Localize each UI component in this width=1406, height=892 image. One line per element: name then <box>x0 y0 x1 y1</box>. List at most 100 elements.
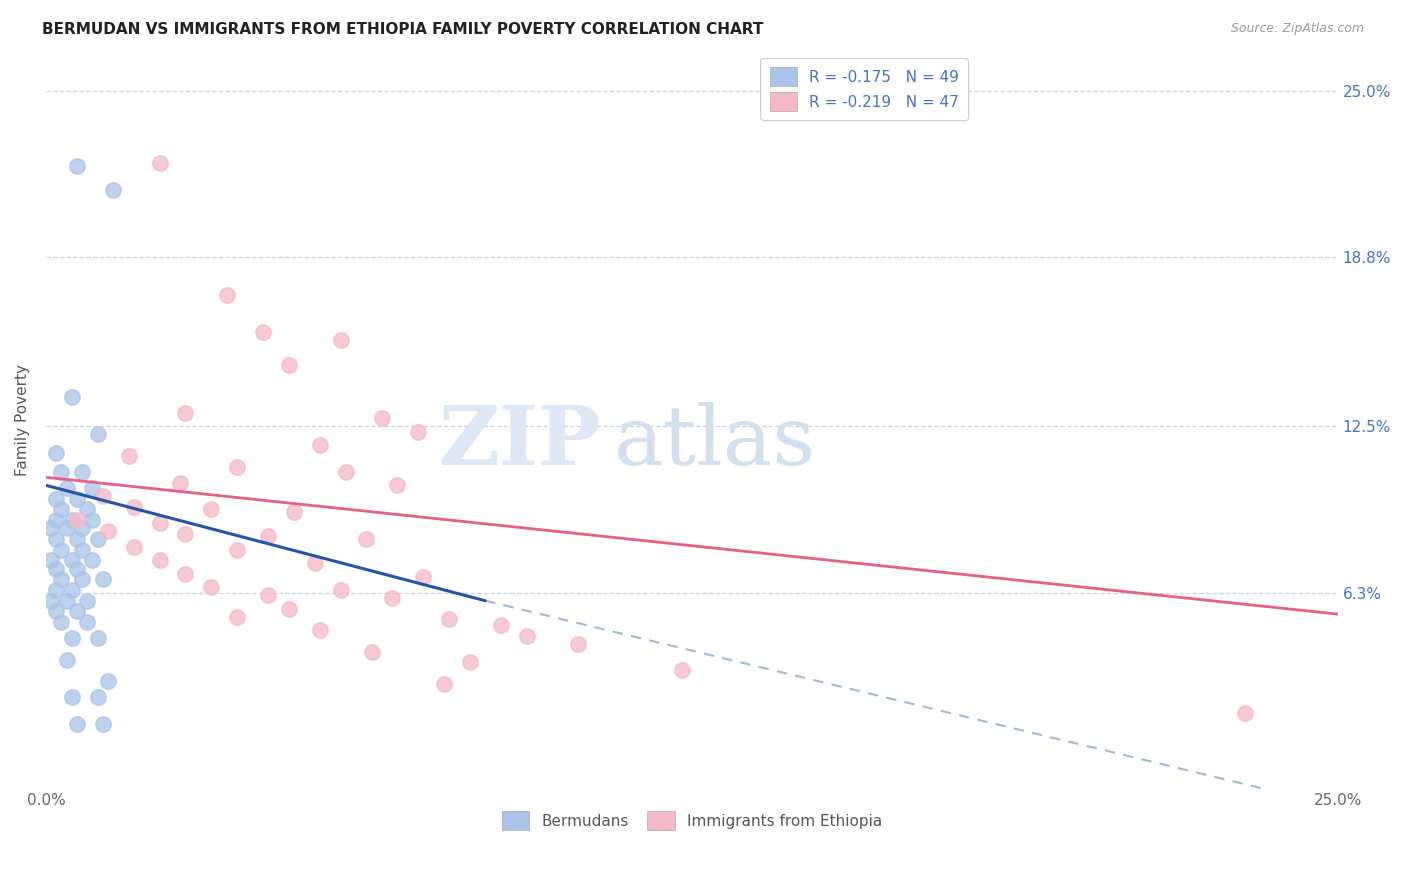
Point <box>66 532 89 546</box>
Text: ZIP: ZIP <box>439 401 602 482</box>
Point <box>45 446 67 460</box>
Point <box>45 604 67 618</box>
Point <box>55 593 77 607</box>
Point <box>117 449 139 463</box>
Point <box>86 427 108 442</box>
Point <box>671 664 693 678</box>
Point <box>76 593 98 607</box>
Point <box>66 159 89 173</box>
Point <box>406 425 429 439</box>
Point <box>335 465 357 479</box>
Point <box>51 465 73 479</box>
Point <box>149 156 172 170</box>
Point <box>371 411 394 425</box>
Point <box>45 513 67 527</box>
Point <box>149 553 172 567</box>
Point <box>60 553 83 567</box>
Point <box>308 624 330 638</box>
Point <box>122 500 145 514</box>
Point <box>277 601 299 615</box>
Point <box>76 502 98 516</box>
Point <box>215 288 238 302</box>
Point <box>308 438 330 452</box>
Point <box>174 526 197 541</box>
Text: atlas: atlas <box>614 401 817 482</box>
Point <box>1233 706 1256 721</box>
Point <box>86 632 108 646</box>
Point <box>200 580 222 594</box>
Point <box>66 513 89 527</box>
Point <box>66 717 89 731</box>
Point <box>70 572 93 586</box>
Point <box>39 593 62 607</box>
Point <box>174 566 197 581</box>
Point <box>387 478 409 492</box>
Point <box>70 465 93 479</box>
Point <box>76 615 98 630</box>
Point <box>515 629 537 643</box>
Point <box>82 553 104 567</box>
Point <box>55 653 77 667</box>
Point <box>55 481 77 495</box>
Point <box>45 491 67 506</box>
Text: Source: ZipAtlas.com: Source: ZipAtlas.com <box>1230 22 1364 36</box>
Legend: Bermudans, Immigrants from Ethiopia: Bermudans, Immigrants from Ethiopia <box>495 805 889 836</box>
Point <box>412 569 434 583</box>
Point <box>226 542 249 557</box>
Point <box>60 690 83 705</box>
Point <box>489 618 512 632</box>
Point <box>86 532 108 546</box>
Point <box>55 521 77 535</box>
Point <box>60 513 83 527</box>
Point <box>329 582 352 597</box>
Point <box>437 612 460 626</box>
Point <box>381 591 404 605</box>
Point <box>252 326 274 340</box>
Point <box>82 513 104 527</box>
Point <box>51 502 73 516</box>
Point <box>329 334 352 348</box>
Text: BERMUDAN VS IMMIGRANTS FROM ETHIOPIA FAMILY POVERTY CORRELATION CHART: BERMUDAN VS IMMIGRANTS FROM ETHIOPIA FAM… <box>42 22 763 37</box>
Point <box>51 615 73 630</box>
Point <box>51 572 73 586</box>
Point <box>277 358 299 372</box>
Point <box>149 516 172 530</box>
Point <box>257 529 280 543</box>
Point <box>91 489 114 503</box>
Point <box>70 521 93 535</box>
Point <box>39 521 62 535</box>
Point <box>66 604 89 618</box>
Point <box>200 502 222 516</box>
Point <box>458 656 481 670</box>
Point <box>257 588 280 602</box>
Point <box>82 481 104 495</box>
Point <box>39 553 62 567</box>
Point <box>45 582 67 597</box>
Point <box>60 632 83 646</box>
Point <box>101 183 124 197</box>
Point <box>70 542 93 557</box>
Point <box>66 561 89 575</box>
Point <box>283 505 305 519</box>
Point <box>304 556 326 570</box>
Point <box>45 532 67 546</box>
Point <box>66 491 89 506</box>
Point <box>226 609 249 624</box>
Point <box>97 674 120 689</box>
Point <box>51 542 73 557</box>
Point <box>60 582 83 597</box>
Point <box>86 690 108 705</box>
Point <box>360 645 382 659</box>
Point <box>97 524 120 538</box>
Point <box>122 540 145 554</box>
Point <box>91 572 114 586</box>
Y-axis label: Family Poverty: Family Poverty <box>15 364 30 475</box>
Point <box>174 406 197 420</box>
Point <box>356 532 378 546</box>
Point <box>91 717 114 731</box>
Point <box>226 459 249 474</box>
Point <box>567 637 589 651</box>
Point <box>60 390 83 404</box>
Point <box>169 475 191 490</box>
Point <box>433 677 456 691</box>
